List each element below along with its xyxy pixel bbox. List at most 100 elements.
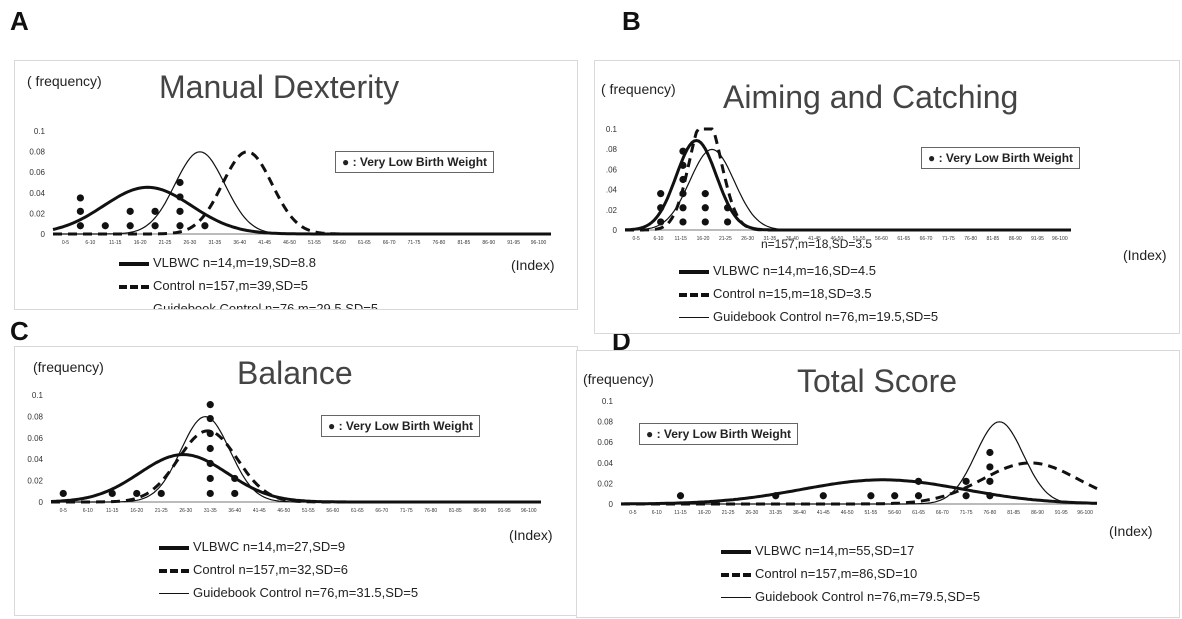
vlbw-data-point bbox=[176, 193, 184, 201]
vlbw-data-point bbox=[962, 477, 970, 485]
vlbw-data-point bbox=[891, 492, 899, 500]
plot-area: 0 0.02 0.04 0.06 0.08 0.1 0-5 6-10 11-15 16-20 21-… bbox=[597, 397, 1098, 516]
x-tick-label: 21-25 bbox=[719, 236, 732, 242]
y-tick-label: 0 bbox=[613, 226, 618, 235]
vlbw-data-point bbox=[723, 204, 732, 212]
series-label: Guidebook Control n=76,m=19.5,SD=5 bbox=[713, 309, 939, 324]
y-tick-label: .04 bbox=[606, 186, 618, 195]
x-tick-label: 31-35 bbox=[204, 508, 217, 514]
x-tick-label: 26-30 bbox=[741, 236, 754, 242]
series-label: Control n=157,m=86,SD=10 bbox=[755, 566, 918, 581]
vlbw-data-point bbox=[914, 477, 923, 485]
x-tick-label: 51-55 bbox=[302, 508, 315, 514]
dashed-line-swatch bbox=[119, 284, 149, 289]
y-tick-label: 0.06 bbox=[597, 438, 613, 447]
vlbw-data-point bbox=[126, 222, 134, 230]
x-tick-label: 61-65 bbox=[912, 510, 925, 516]
y-axis-label: (frequency) bbox=[33, 359, 104, 375]
x-tick-label: 81-85 bbox=[1007, 510, 1020, 516]
x-tick-label: 66-70 bbox=[375, 508, 388, 514]
x-tick-label: 36-40 bbox=[228, 508, 241, 514]
y-tick-label: 0.08 bbox=[27, 412, 43, 421]
series-label: Guidebook Control n=76,m=31.5,SD=5 bbox=[193, 585, 419, 600]
vlbw-data-point bbox=[206, 459, 214, 468]
x-tick-label: 66-70 bbox=[920, 236, 933, 242]
x-tick-label: 21-25 bbox=[722, 510, 735, 516]
vlbw-data-point bbox=[867, 492, 875, 500]
vlbw-data-point bbox=[657, 190, 665, 198]
x-tick-label: 86-90 bbox=[482, 240, 495, 246]
y-tick-label: 0.02 bbox=[27, 477, 43, 486]
y-tick-label: 0.1 bbox=[32, 391, 44, 400]
vlbw-data-point bbox=[679, 161, 687, 169]
vlbw-data-point bbox=[986, 448, 994, 457]
x-tick-label: 31-35 bbox=[208, 240, 221, 246]
thin-line-swatch bbox=[119, 309, 149, 310]
x-tick-label: 46-50 bbox=[841, 510, 854, 516]
thin-curve bbox=[51, 415, 541, 503]
series-item: Control n=157,m=86,SD=10 bbox=[721, 562, 980, 585]
x-tick-label: 76-80 bbox=[984, 510, 997, 516]
vlbw-data-point bbox=[206, 474, 214, 483]
thin-curve bbox=[621, 421, 1097, 505]
series-list: VLBWC n=14,m=16,SD=4.5 Control n=15,m=18… bbox=[679, 259, 938, 328]
series-list: VLBWC n=14,m=27,SD=9 Control n=157,m=32,… bbox=[159, 535, 418, 604]
x-tick-label: 86-90 bbox=[1031, 510, 1044, 516]
plot-area: 0 0.02 0.04 0.06 0.08 0.1 0-5 6-10 11-15 16-20 21-… bbox=[29, 127, 551, 246]
vlbw-data-point bbox=[231, 489, 239, 498]
vlbw-data-point bbox=[701, 190, 709, 198]
x-tick-label: 81-85 bbox=[449, 508, 462, 514]
x-tick-label: 31-35 bbox=[769, 510, 782, 516]
chart-panel-c: (frequency) Balance 0 0.02 0.04 0.06 0.08 0.1… bbox=[14, 346, 578, 616]
x-tick-label: 46-50 bbox=[277, 508, 290, 514]
vlbw-data-point bbox=[76, 222, 84, 230]
x-tick-label: 76-80 bbox=[433, 240, 446, 246]
x-tick-label: 6-10 bbox=[652, 510, 662, 516]
dashed-curve bbox=[625, 127, 1071, 232]
vlbw-data-point bbox=[772, 492, 780, 500]
plot-area: 0 0.02 0.04 0.06 0.08 0.1 0-5 6-10 11-15 16-20 21-… bbox=[27, 391, 541, 514]
vlbw-data-point bbox=[151, 222, 159, 230]
vlbw-data-point bbox=[676, 492, 685, 500]
y-axis-label: ( frequency) bbox=[27, 73, 102, 89]
chart-title: Manual Dexterity bbox=[159, 69, 400, 105]
y-tick-label: 0.06 bbox=[27, 434, 43, 443]
vlbw-data-point bbox=[206, 429, 214, 438]
thick-line-swatch bbox=[159, 545, 189, 550]
x-tick-label: 81-85 bbox=[457, 240, 470, 246]
y-axis-label: (frequency) bbox=[583, 371, 654, 387]
x-tick-label: 71-75 bbox=[400, 508, 413, 514]
series-label: Control n=157,m=39,SD=5 bbox=[153, 278, 309, 293]
series-item: VLBWC n=14,m=55,SD=17 bbox=[721, 539, 980, 562]
x-tick-label: 21-25 bbox=[155, 508, 168, 514]
vlbw-data-point bbox=[701, 204, 709, 212]
x-tick-label: 16-20 bbox=[697, 236, 710, 242]
x-tick-label: 71-75 bbox=[408, 240, 421, 246]
x-tick-label: 56-60 bbox=[326, 508, 339, 514]
vlbw-data-point bbox=[151, 207, 159, 215]
x-tick-label: 16-20 bbox=[130, 508, 143, 514]
y-tick-label: 0.02 bbox=[597, 479, 613, 488]
x-axis-unit: (Index) bbox=[1123, 247, 1167, 263]
dashed-curve bbox=[51, 429, 541, 504]
x-tick-label: 96-100 bbox=[1077, 510, 1093, 516]
chart-panel-a: ( frequency) Manual Dexterity 0 0.02 0.04 0… bbox=[14, 60, 578, 310]
chart-title: Total Score bbox=[797, 363, 958, 399]
x-tick-label: 26-30 bbox=[179, 508, 192, 514]
x-axis-unit: (Index) bbox=[511, 257, 555, 273]
x-tick-label: 0-5 bbox=[60, 508, 67, 514]
y-tick-label: 0.08 bbox=[597, 418, 613, 427]
vlbw-data-point bbox=[176, 207, 184, 215]
series-label: Control n=15,m=18,SD=3.5 bbox=[713, 286, 872, 301]
series-label: Guidebook Control n=76,m=79.5,SD=5 bbox=[755, 589, 981, 604]
dashed-line-swatch bbox=[721, 572, 751, 577]
vlbw-data-point bbox=[206, 489, 214, 498]
thick-curve bbox=[50, 453, 541, 504]
y-tick-label: 0.08 bbox=[29, 148, 45, 157]
vlbw-data-point bbox=[986, 492, 994, 500]
x-tick-label: 91-95 bbox=[1055, 510, 1068, 516]
x-tick-label: 76-80 bbox=[424, 508, 437, 514]
x-tick-label: 61-65 bbox=[897, 236, 910, 242]
y-tick-label: 0.02 bbox=[29, 209, 45, 218]
thick-line-swatch bbox=[119, 261, 149, 266]
